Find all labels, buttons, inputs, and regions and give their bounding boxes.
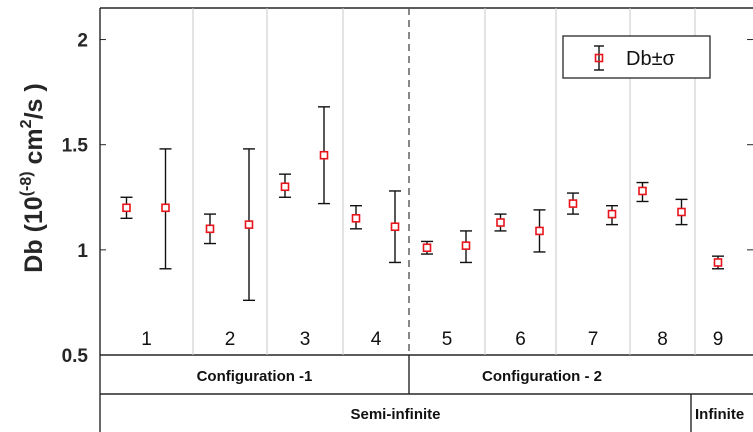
y-tick-label: 0.5 <box>62 346 89 367</box>
data-marker <box>122 203 131 213</box>
category-bands: Configuration -1 Configuration - 2 Semi-in… <box>99 355 753 432</box>
data-marker <box>677 207 686 217</box>
data-marker <box>319 150 329 160</box>
legend: Db±σ <box>562 35 711 79</box>
y-axis-label-part: /s ) <box>20 83 48 119</box>
configuration-label: Configuration - 2 <box>482 368 602 385</box>
data-marker <box>607 209 617 219</box>
data-points <box>120 106 724 302</box>
domain-label: Infinite <box>695 406 744 423</box>
y-axis-label-part: (-8) <box>18 171 35 196</box>
data-marker <box>568 199 578 208</box>
group-number: 3 <box>300 329 311 350</box>
group-number: 5 <box>442 329 453 350</box>
data-marker <box>161 203 170 213</box>
legend-entry: Db±σ <box>626 48 676 70</box>
y-tick-label: 2 <box>77 31 88 52</box>
group-number: 7 <box>588 329 599 350</box>
data-marker <box>535 226 544 236</box>
data-marker <box>422 243 432 253</box>
y-axis-label-part: cm <box>20 128 48 171</box>
domain-label: Semi-infinite <box>350 406 440 423</box>
y-axis-label-part: Db (10 <box>20 196 48 272</box>
group-number: 6 <box>515 329 526 350</box>
y-axis: 0.5 1 1.5 2 <box>62 31 753 367</box>
group-number: 4 <box>371 329 382 350</box>
group-number: 8 <box>657 329 668 350</box>
data-marker <box>280 182 290 192</box>
data-marker <box>496 218 505 227</box>
configuration-label: Configuration -1 <box>197 368 313 385</box>
group-number: 1 <box>141 329 152 350</box>
y-tick-label: 1 <box>77 241 88 262</box>
y-axis-label: Db (10(-8) cm2/s ) <box>18 83 48 272</box>
group-number: 9 <box>713 329 724 350</box>
group-number: 2 <box>225 329 236 350</box>
data-marker <box>638 186 647 196</box>
data-marker <box>205 224 215 234</box>
data-marker <box>461 241 471 250</box>
y-tick-label: 1.5 <box>62 136 89 157</box>
data-marker <box>244 220 254 229</box>
data-marker <box>713 258 723 267</box>
legend-box <box>562 35 711 79</box>
legend-marker <box>594 53 604 63</box>
data-marker <box>390 222 400 232</box>
y-axis-label-part: 2 <box>18 119 35 128</box>
data-marker <box>351 214 361 223</box>
